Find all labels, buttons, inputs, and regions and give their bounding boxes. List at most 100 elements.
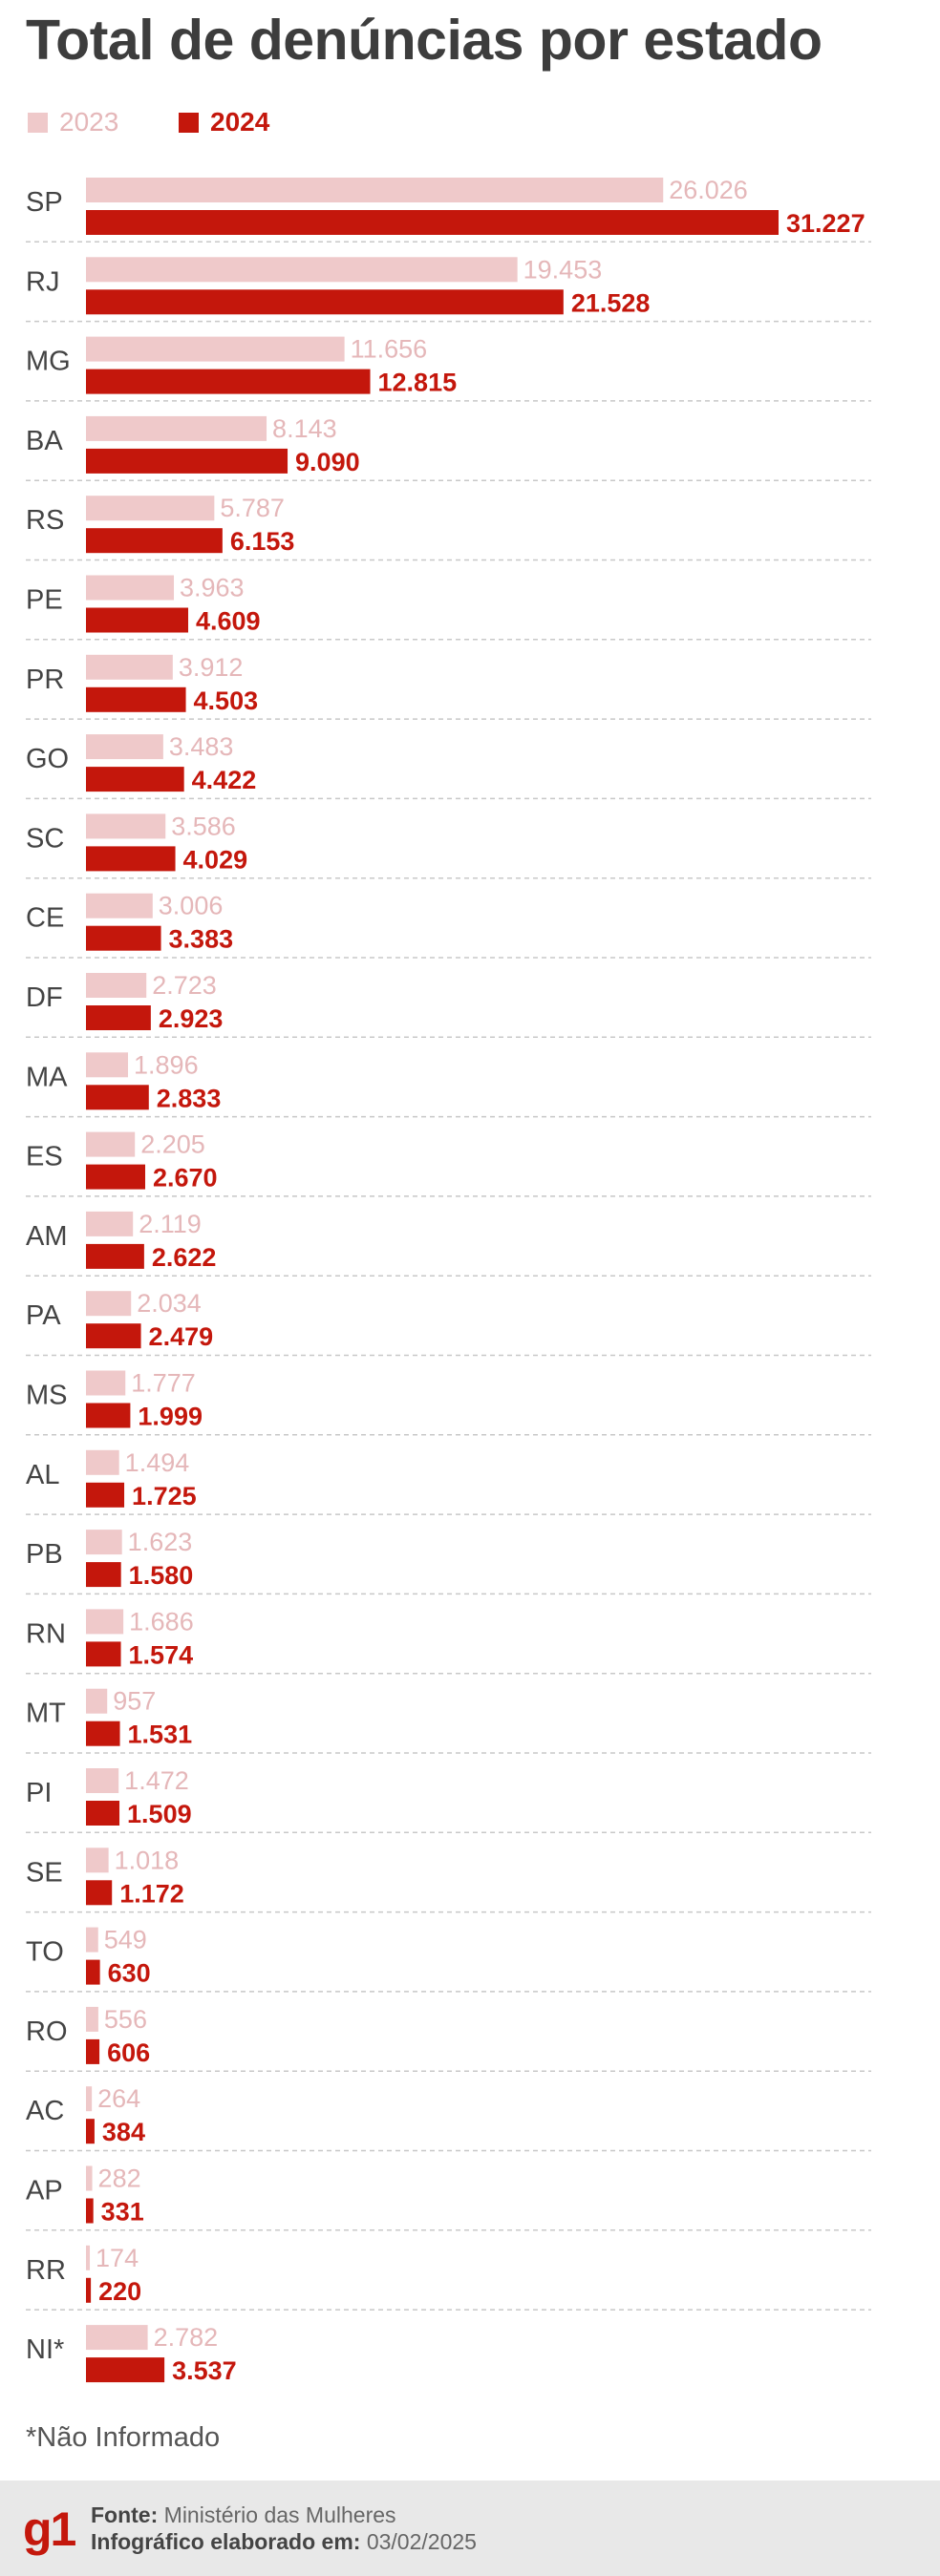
source-label: Fonte: bbox=[91, 2502, 159, 2527]
category-label-pb: PB bbox=[26, 1539, 63, 1570]
category-label-se: SE bbox=[26, 1857, 63, 1888]
bar-2023-pa bbox=[86, 1291, 132, 1317]
chart-title: Total de denúncias por estado bbox=[26, 9, 822, 72]
bar-2023-rn bbox=[86, 1609, 124, 1635]
category-label-go: GO bbox=[26, 744, 69, 774]
category-label-rr: RR bbox=[26, 2255, 66, 2286]
bar-2024-al bbox=[86, 1482, 125, 1508]
value-label-2023-mt: 957 bbox=[113, 1687, 156, 1716]
bar-2024-df bbox=[86, 1005, 151, 1030]
bar-2023-ma bbox=[86, 1052, 129, 1078]
value-label-2023-pi: 1.472 bbox=[124, 1766, 189, 1795]
category-label-to: TO bbox=[26, 1937, 64, 1968]
bar-2024-am bbox=[86, 1243, 144, 1269]
value-label-2023-sc: 3.586 bbox=[171, 812, 236, 840]
value-label-2024-ms: 1.999 bbox=[138, 1403, 203, 1431]
value-label-2023-df: 2.723 bbox=[152, 971, 217, 1000]
bar-2024-pr bbox=[86, 686, 186, 712]
value-label-2023-pr: 3.912 bbox=[179, 653, 244, 682]
bar-2024-rs bbox=[86, 528, 223, 554]
bar-2023-go bbox=[86, 734, 163, 760]
value-label-2024-df: 2.923 bbox=[159, 1004, 224, 1033]
value-label-2024-rn: 1.574 bbox=[129, 1640, 194, 1669]
legend-label-2023: 2023 bbox=[59, 107, 119, 137]
value-label-2023-es: 2.205 bbox=[140, 1130, 205, 1159]
value-label-2023-ba: 8.143 bbox=[272, 414, 337, 443]
value-label-2024-se: 1.172 bbox=[119, 1879, 184, 1908]
category-label-ma: MA bbox=[26, 1062, 68, 1092]
bar-2023-rr bbox=[86, 2245, 91, 2270]
bar-2024-pb bbox=[86, 1562, 121, 1588]
source-block: Fonte: Ministério das Mulheres Infográfi… bbox=[91, 2502, 477, 2555]
value-label-2023-ap: 282 bbox=[98, 2164, 141, 2193]
bar-2024-ro bbox=[86, 2038, 100, 2064]
legend-item-2023: 2023 bbox=[28, 107, 118, 137]
bar-2023-ac bbox=[86, 2086, 93, 2112]
category-label-rj: RJ bbox=[26, 266, 59, 297]
value-label-2023-al: 1.494 bbox=[125, 1448, 190, 1477]
value-label-2024-ma: 2.833 bbox=[157, 1084, 222, 1112]
bar-2023-ba bbox=[86, 415, 267, 441]
value-label-2024-es: 2.670 bbox=[153, 1164, 218, 1193]
value-label-2023-to: 549 bbox=[104, 1926, 147, 1954]
bar-2024-ap bbox=[86, 2198, 94, 2224]
value-label-2024-rs: 6.153 bbox=[230, 527, 295, 556]
category-label-rs: RS bbox=[26, 505, 64, 536]
bar-2024-ce bbox=[86, 925, 161, 951]
category-label-es: ES bbox=[26, 1142, 63, 1172]
category-label-ce: CE bbox=[26, 903, 64, 934]
bar-2023-pr bbox=[86, 654, 173, 680]
bar-2024-sc bbox=[86, 846, 176, 872]
made-label: Infográfico elaborado em: bbox=[91, 2529, 361, 2554]
bar-2023-to bbox=[86, 1927, 98, 1953]
category-label-ms: MS bbox=[26, 1381, 68, 1411]
value-label-2024-to: 630 bbox=[108, 1959, 151, 1988]
category-label-am: AM bbox=[26, 1221, 68, 1252]
value-label-2024-ni: 3.537 bbox=[172, 2356, 237, 2385]
bar-2023-ap bbox=[86, 2165, 93, 2191]
value-label-2023-ma: 1.896 bbox=[134, 1050, 199, 1079]
value-label-2023-sp: 26.026 bbox=[669, 176, 748, 204]
bar-2023-ni bbox=[86, 2325, 148, 2351]
category-label-ro: RO bbox=[26, 2016, 68, 2047]
category-label-sc: SC bbox=[26, 823, 64, 854]
bar-2024-rn bbox=[86, 1641, 121, 1667]
bar-chart: SP 26.026 31.227 RJ 19.453 21.528 MG 11.656 12.8… bbox=[26, 176, 871, 2385]
bar-2023-ro bbox=[86, 2006, 98, 2032]
bar-2023-se bbox=[86, 1848, 109, 1873]
value-label-2023-rj: 19.453 bbox=[523, 255, 603, 284]
legend-item-2024: 2024 bbox=[179, 107, 269, 137]
bar-2024-ni bbox=[86, 2357, 165, 2383]
category-label-pi: PI bbox=[26, 1778, 52, 1808]
bar-2023-es bbox=[86, 1131, 136, 1157]
bar-2024-ma bbox=[86, 1085, 149, 1110]
category-label-rn: RN bbox=[26, 1618, 66, 1649]
value-label-2023-rs: 5.787 bbox=[220, 494, 285, 522]
value-label-2024-ro: 606 bbox=[107, 2038, 150, 2067]
value-label-2024-ac: 384 bbox=[102, 2118, 145, 2146]
category-label-mg: MG bbox=[26, 347, 71, 377]
value-label-2023-mg: 11.656 bbox=[351, 335, 428, 364]
value-label-2024-al: 1.725 bbox=[132, 1482, 197, 1510]
category-label-mt: MT bbox=[26, 1699, 66, 1729]
category-label-ni: NI* bbox=[26, 2334, 64, 2365]
value-label-2024-ba: 9.090 bbox=[295, 448, 360, 476]
value-label-2023-ac: 264 bbox=[97, 2084, 140, 2113]
footnote: *Não Informado bbox=[26, 2422, 221, 2453]
value-label-2024-sc: 4.029 bbox=[183, 845, 248, 874]
value-label-2023-ce: 3.006 bbox=[159, 892, 224, 920]
bar-2024-go bbox=[86, 767, 184, 792]
value-label-2024-pi: 1.509 bbox=[127, 1800, 192, 1828]
footer: g1 Fonte: Ministério das Mulheres Infogr… bbox=[0, 2481, 940, 2576]
value-label-2024-pb: 1.580 bbox=[129, 1561, 194, 1590]
value-label-2024-pr: 4.503 bbox=[194, 686, 259, 715]
category-label-al: AL bbox=[26, 1460, 59, 1490]
value-label-2023-ms: 1.777 bbox=[131, 1369, 196, 1398]
bar-2023-pi bbox=[86, 1768, 119, 1793]
value-label-2023-rr: 174 bbox=[96, 2244, 139, 2272]
value-label-2024-sp: 31.227 bbox=[786, 209, 865, 238]
bar-2024-pe bbox=[86, 607, 189, 633]
bar-2023-pe bbox=[86, 575, 175, 601]
source-value: Ministério das Mulheres bbox=[163, 2502, 396, 2527]
bar-2023-sc bbox=[86, 813, 166, 839]
